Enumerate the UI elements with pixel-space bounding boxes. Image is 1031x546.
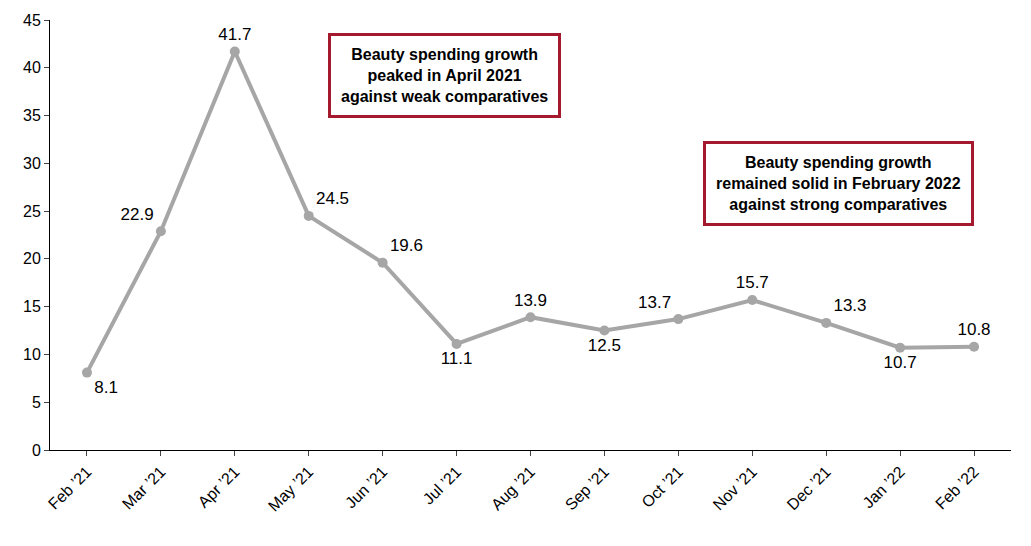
svg-text:Oct ’21: Oct ’21 xyxy=(638,463,686,511)
svg-text:Jun ’21: Jun ’21 xyxy=(342,463,391,512)
svg-text:Dec ’21: Dec ’21 xyxy=(784,463,834,513)
svg-text:20: 20 xyxy=(23,250,41,267)
svg-text:15: 15 xyxy=(23,298,41,315)
svg-text:45: 45 xyxy=(23,12,41,29)
svg-text:Apr ’21: Apr ’21 xyxy=(195,463,243,511)
svg-text:24.5: 24.5 xyxy=(316,189,349,208)
svg-text:10.8: 10.8 xyxy=(957,320,990,339)
svg-text:Aug ’21: Aug ’21 xyxy=(488,463,538,513)
svg-text:40: 40 xyxy=(23,59,41,76)
svg-text:13.7: 13.7 xyxy=(638,293,671,312)
svg-text:Jul ’21: Jul ’21 xyxy=(420,463,465,508)
svg-text:11.1: 11.1 xyxy=(441,349,473,368)
svg-text:8.1: 8.1 xyxy=(94,378,118,397)
svg-text:13.3: 13.3 xyxy=(833,296,866,315)
svg-text:5: 5 xyxy=(32,394,41,411)
svg-text:10: 10 xyxy=(23,346,41,363)
svg-text:Jan ’22: Jan ’22 xyxy=(859,463,908,512)
svg-text:Sep ’21: Sep ’21 xyxy=(562,463,612,513)
svg-text:12.5: 12.5 xyxy=(588,336,621,355)
svg-text:25: 25 xyxy=(23,203,41,220)
svg-text:19.6: 19.6 xyxy=(390,236,423,255)
svg-text:Nov ’21: Nov ’21 xyxy=(710,463,760,513)
svg-text:Feb ’22: Feb ’22 xyxy=(932,463,982,513)
svg-text:Beauty spending growthpeaked i: Beauty spending growthpeaked in April 20… xyxy=(341,46,548,105)
svg-text:35: 35 xyxy=(23,107,41,124)
svg-text:30: 30 xyxy=(23,155,41,172)
svg-text:0: 0 xyxy=(32,442,41,459)
svg-text:Mar ’21: Mar ’21 xyxy=(119,463,169,513)
svg-text:22.9: 22.9 xyxy=(121,205,154,224)
svg-text:Feb ’21: Feb ’21 xyxy=(45,463,95,513)
svg-text:10.7: 10.7 xyxy=(884,353,917,372)
svg-text:Beauty spending growthremained: Beauty spending growthremained solid in … xyxy=(716,154,961,213)
svg-text:13.9: 13.9 xyxy=(514,291,547,310)
svg-text:May ’21: May ’21 xyxy=(265,463,317,515)
svg-text:41.7: 41.7 xyxy=(218,25,251,44)
svg-text:15.7: 15.7 xyxy=(736,273,769,292)
